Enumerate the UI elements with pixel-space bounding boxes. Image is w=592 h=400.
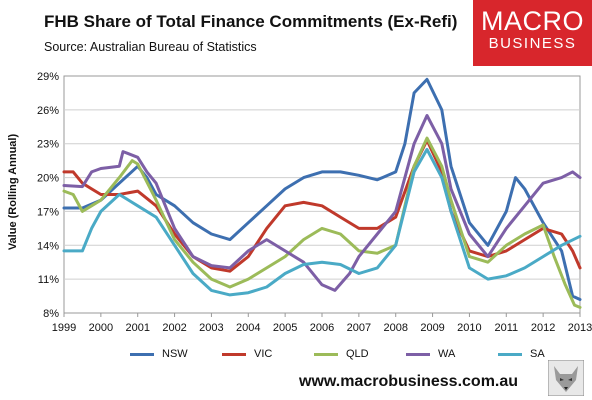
y-tick-label: 29% [37, 71, 59, 83]
legend-label: SA [530, 348, 545, 360]
y-tick-label: 17% [37, 206, 59, 218]
x-tick-label: 2005 [273, 322, 297, 334]
chart-title: FHB Share of Total Finance Commitments (… [44, 12, 458, 31]
legend-item-nsw: NSW [130, 347, 222, 361]
legend-swatch [498, 352, 522, 356]
legend-swatch [130, 352, 154, 356]
website-url: www.macrobusiness.com.au [299, 373, 519, 390]
y-tick-label: 8% [43, 308, 59, 320]
series-line-sa [62, 147, 582, 297]
y-tick-label: 26% [37, 105, 59, 117]
y-tick-label: 20% [37, 173, 59, 185]
x-tick-label: 2000 [89, 322, 113, 334]
x-tick-label: 2004 [236, 322, 260, 334]
legend-item-sa: SA [498, 347, 590, 361]
x-tick-label: 2010 [457, 322, 481, 334]
series-line-nsw [62, 77, 582, 301]
logo-line-business: BUSINESS [488, 35, 577, 52]
x-tick-label: 2011 [494, 322, 518, 334]
x-tick-label: 2006 [310, 322, 334, 334]
legend-label: VIC [254, 348, 273, 360]
x-tick-label: 2003 [199, 322, 223, 334]
x-tick-label: 2001 [125, 322, 149, 334]
series-line-vic [62, 138, 582, 273]
legend-swatch [406, 352, 430, 356]
x-tick-label: 2007 [347, 322, 371, 334]
legend-item-wa: WA [406, 347, 498, 361]
chart-subtitle: Source: Australian Bureau of Statistics [44, 40, 257, 54]
legend-swatch [314, 352, 338, 356]
y-tick-label: 23% [37, 139, 59, 151]
wolf-icon [548, 360, 584, 396]
x-tick-label: 2013 [568, 322, 592, 334]
y-tick-label: 11% [38, 274, 59, 286]
x-tick-label: 1999 [52, 322, 76, 334]
legend-label: NSW [162, 348, 188, 360]
series-line-qld [62, 136, 582, 309]
legend: NSW VIC QLD WA SA [130, 347, 590, 361]
x-tick-label: 2012 [531, 322, 555, 334]
logo-line-macro: MACRO [481, 6, 584, 36]
legend-item-qld: QLD [314, 347, 406, 361]
legend-label: QLD [346, 348, 369, 360]
y-tick-label: 14% [37, 240, 59, 252]
series-line-wa [62, 114, 582, 292]
legend-label: WA [438, 348, 456, 360]
x-tick-label: 2002 [162, 322, 186, 334]
x-tick-label: 2009 [420, 322, 444, 334]
x-tick-label: 2008 [383, 322, 407, 334]
legend-item-vic: VIC [222, 347, 314, 361]
macrobusiness-logo: MACRO BUSINESS [473, 0, 592, 66]
legend-swatch [222, 352, 246, 356]
